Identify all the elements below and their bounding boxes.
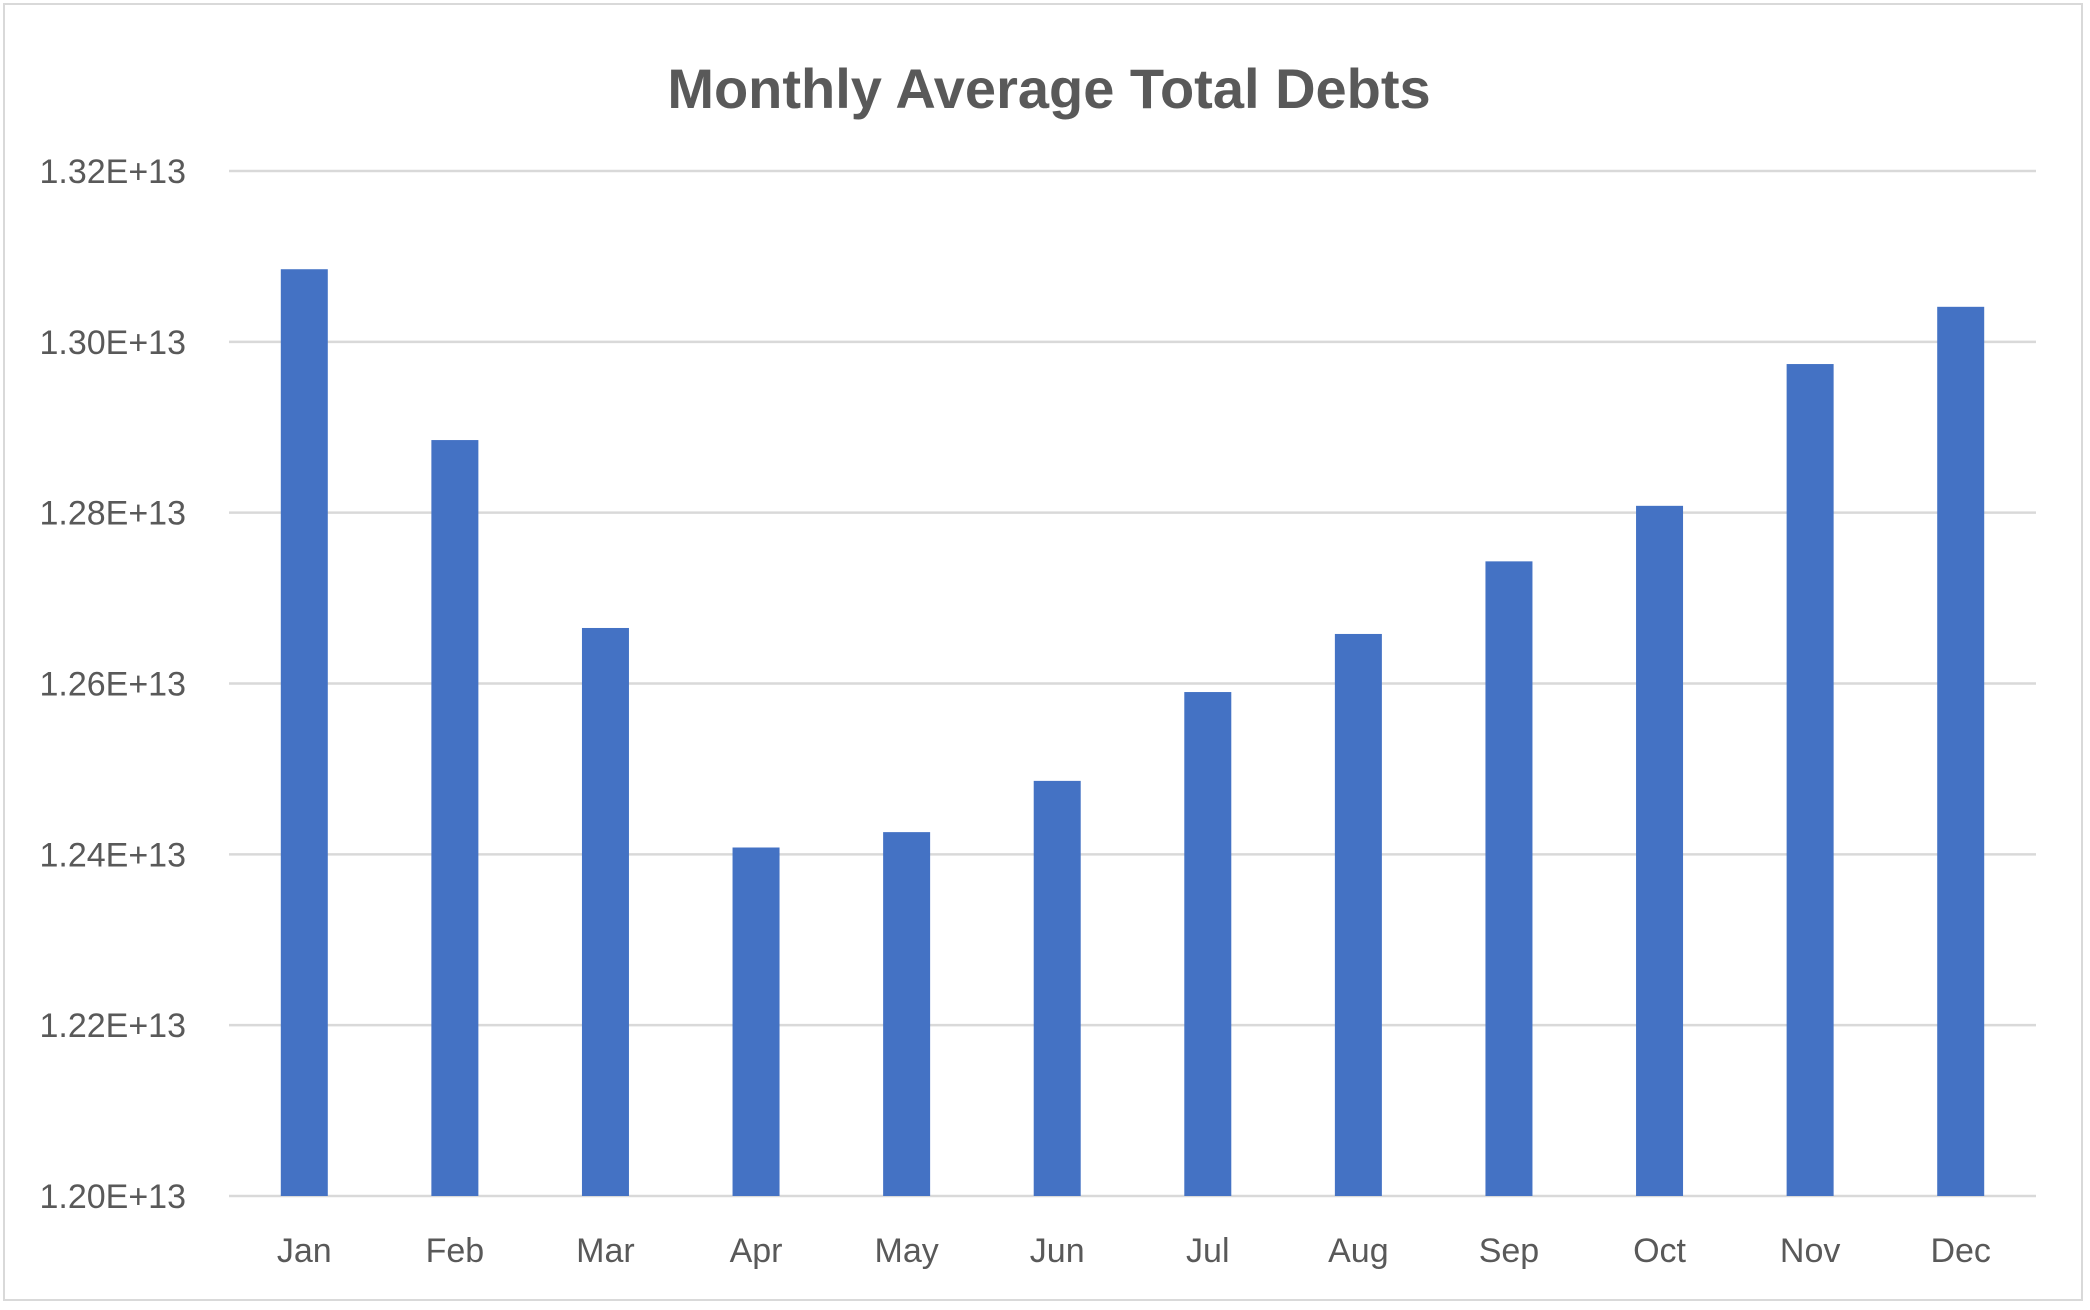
bar-mar — [581, 627, 629, 1196]
y-tick-label: 1.32E+13 — [39, 153, 186, 191]
x-tick-label: Jun — [1030, 1232, 1085, 1270]
bar-feb — [431, 440, 479, 1196]
bar-dec — [1937, 306, 1985, 1196]
x-tick-label: Dec — [1930, 1232, 1990, 1270]
y-tick-label: 1.20E+13 — [39, 1178, 186, 1216]
bar-oct — [1636, 505, 1684, 1196]
y-tick-label: 1.30E+13 — [39, 324, 186, 362]
x-tick-label: Aug — [1328, 1232, 1389, 1270]
x-tick-label: Apr — [730, 1232, 783, 1270]
bar-jun — [1033, 780, 1081, 1196]
x-tick-label: Sep — [1479, 1232, 1540, 1270]
bar-aug — [1334, 633, 1382, 1196]
y-tick-label: 1.28E+13 — [39, 495, 186, 533]
bar-nov — [1786, 364, 1834, 1197]
bar-jul — [1184, 692, 1232, 1196]
x-tick-label: Jan — [277, 1232, 332, 1270]
y-tick-label: 1.22E+13 — [39, 1007, 186, 1045]
bar-may — [883, 832, 931, 1196]
bar-sep — [1485, 561, 1533, 1196]
bar-jan — [280, 269, 328, 1197]
x-tick-label: Oct — [1633, 1232, 1686, 1270]
chart-title: Monthly Average Total Debts — [667, 57, 1430, 120]
x-tick-label: May — [875, 1232, 939, 1270]
bar-apr — [732, 847, 780, 1196]
y-tick-label: 1.24E+13 — [39, 836, 186, 874]
y-tick-label: 1.26E+13 — [39, 666, 186, 704]
y-axis-tick-labels: 1.20E+13 1.22E+13 1.24E+13 1.26E+13 1.28E+13… — [39, 153, 186, 1216]
bars — [280, 269, 1985, 1197]
gridlines — [229, 169, 2036, 1198]
x-tick-label: Jul — [1186, 1232, 1229, 1270]
x-axis-tick-labels: Jan Feb Mar Apr May Jun Jul Aug Sep Oct Nov Dec — [277, 1232, 1991, 1270]
x-tick-label: Nov — [1780, 1232, 1840, 1270]
x-tick-label: Mar — [576, 1232, 635, 1270]
x-tick-label: Feb — [426, 1232, 485, 1270]
